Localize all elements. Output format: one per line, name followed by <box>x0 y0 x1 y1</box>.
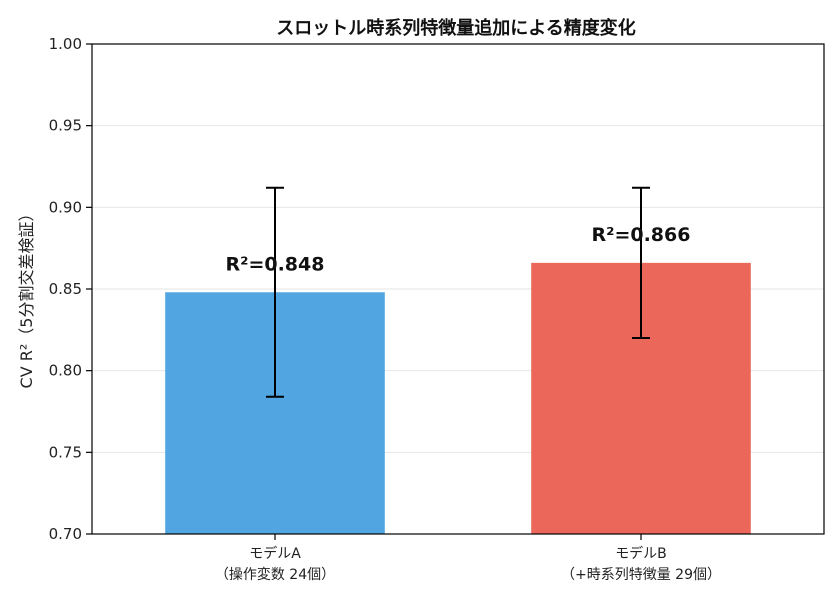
y-tick-label: 0.90 <box>49 198 82 216</box>
data-label: R²=0.848 <box>226 253 325 275</box>
x-tick-sublabel: （操作変数 24個） <box>215 566 335 583</box>
y-axis-label: CV R²（5分割交差検証） <box>17 206 36 389</box>
data-label: R²=0.866 <box>592 224 691 246</box>
x-tick-label: モデルB <box>615 545 667 562</box>
x-tick-label: モデルA <box>249 545 301 562</box>
x-tick-sublabel: （+時系列特徴量 29個） <box>561 567 721 583</box>
y-tick-label: 0.80 <box>49 362 82 380</box>
y-tick-label: 1.00 <box>49 35 82 53</box>
y-tick-label: 0.70 <box>49 525 82 543</box>
y-tick-label: 0.75 <box>49 443 82 461</box>
chart-title: スロットル時系列特徴量追加による精度変化 <box>276 17 635 39</box>
y-tick-label: 0.85 <box>49 280 82 298</box>
y-tick-label: 0.95 <box>49 117 82 135</box>
